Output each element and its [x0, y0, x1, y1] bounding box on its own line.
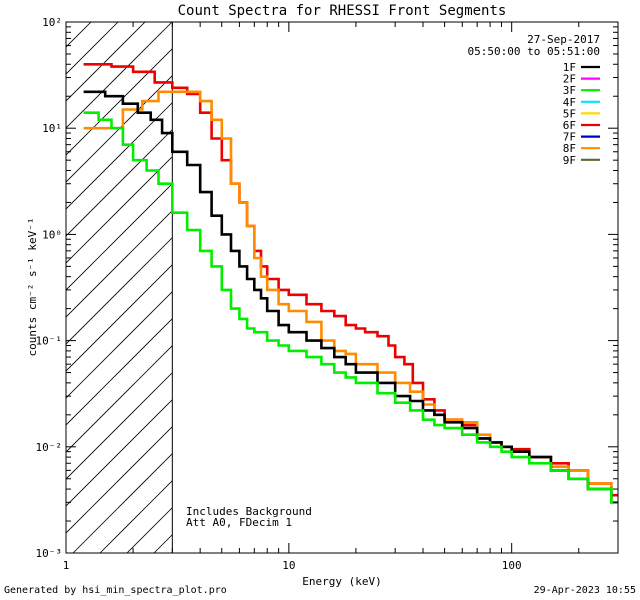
footer-generated-by: Generated by hsi_min_spectra_plot.pro [4, 585, 227, 596]
y-tick-label: 10² [42, 16, 62, 29]
legend-label-3F: 3F [563, 84, 576, 97]
hatch-line [66, 22, 200, 156]
annotation-background: Includes Background [186, 505, 312, 518]
plot-frame [65, 21, 619, 554]
axis-ticks: 1 10 100 10⁻³ 10⁻² 10⁻¹ 10⁰ 10¹ 10² [36, 16, 619, 572]
legend-label-2F: 2F [563, 73, 576, 86]
legend-label-6F: 6F [563, 119, 576, 132]
hatch-line [66, 22, 227, 183]
legend-label-8F: 8F [563, 142, 576, 155]
x-tick-label: 100 [502, 559, 522, 572]
series-layer [83, 63, 618, 504]
legend-time-range: 05:50:00 to 05:51:00 [468, 45, 600, 58]
series-3F [83, 111, 618, 504]
legend-label-5F: 5F [563, 107, 576, 120]
legend-label-1F: 1F [563, 61, 576, 74]
y-axis-label: counts cm⁻² s⁻¹ keV⁻¹ [26, 217, 39, 356]
hatch-line [66, 22, 173, 129]
legend-label-7F: 7F [563, 131, 576, 144]
y-tick-label: 10¹ [42, 122, 62, 135]
legend-date: 27-Sep-2017 [527, 33, 600, 46]
x-tick-label: 1 [63, 559, 70, 572]
x-axis-label: Energy (keV) [302, 575, 381, 588]
hatch-line [66, 22, 119, 75]
y-tick-label: 10⁰ [42, 228, 62, 241]
hatch-line [66, 22, 146, 102]
y-tick-label: 10⁻³ [36, 547, 63, 560]
chart-title: Count Spectra for RHESSI Front Segments [178, 3, 507, 19]
x-tick-label: 10 [282, 559, 295, 572]
annotation-attenuator: Att A0, FDecim 1 [186, 516, 292, 529]
footer-timestamp: 29-Apr-2023 10:55 [533, 585, 636, 596]
y-tick-label: 10⁻² [36, 441, 63, 454]
legend-label-4F: 4F [563, 96, 576, 109]
below-threshold-hatch [66, 22, 618, 553]
legend-label-9F: 9F [563, 154, 576, 167]
hatch-mask [172, 22, 618, 553]
y-tick-label: 10⁻¹ [36, 335, 63, 348]
